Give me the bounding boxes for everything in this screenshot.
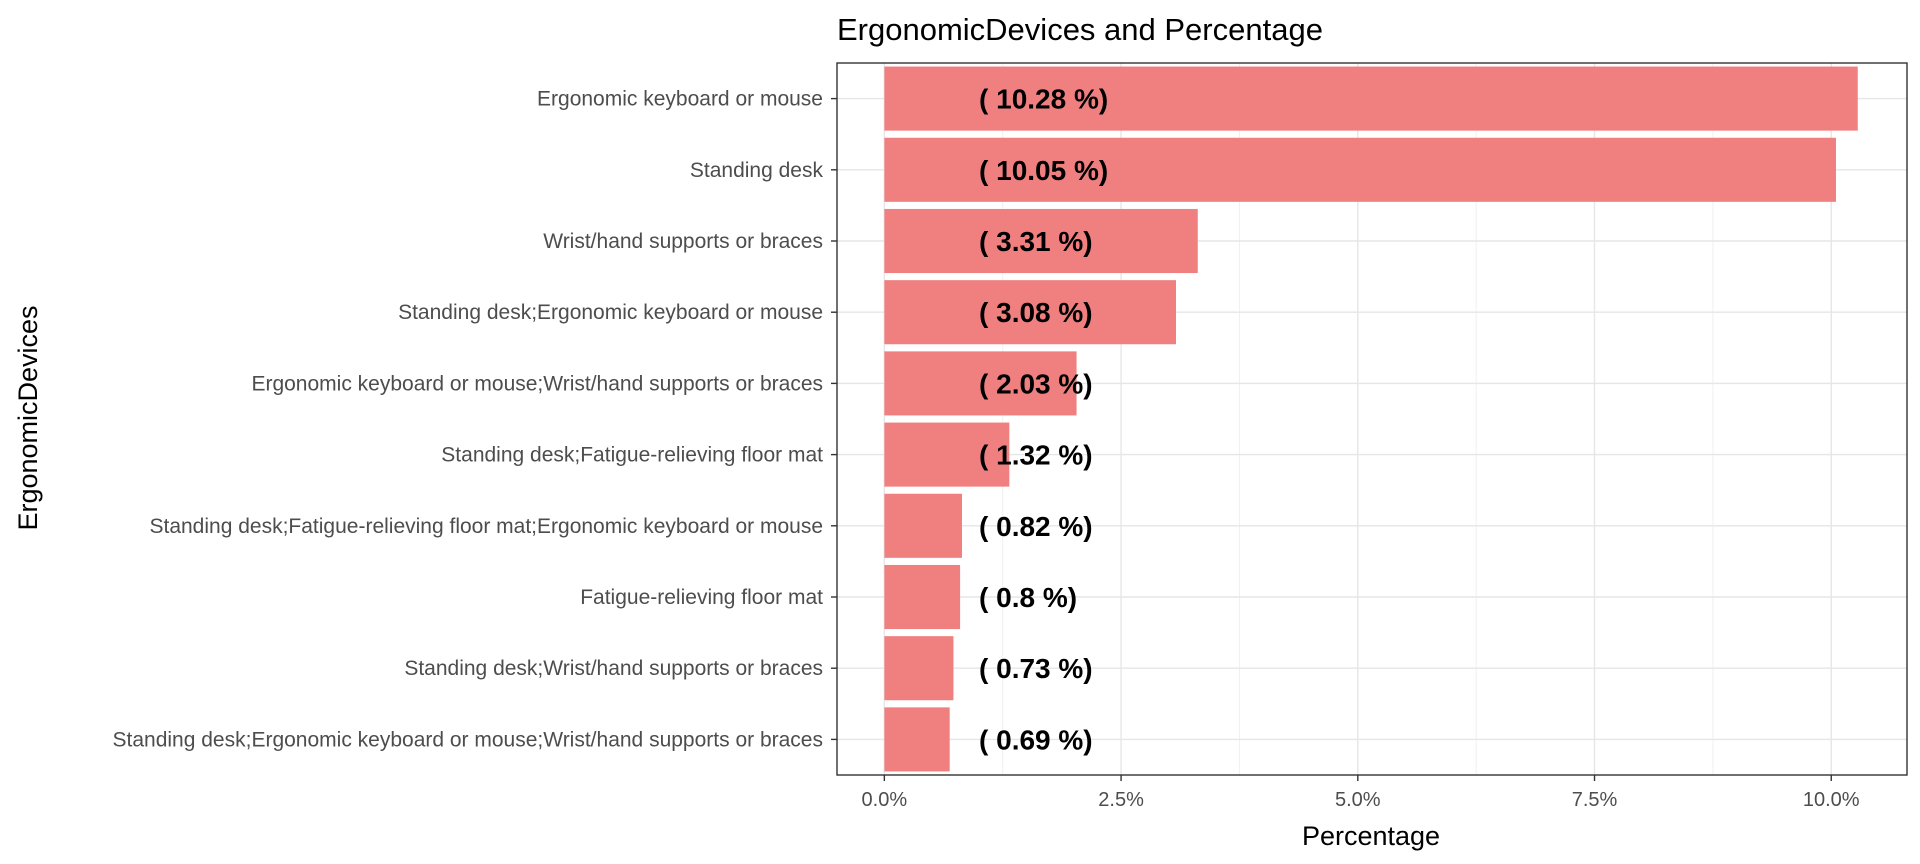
y-tick-label: Fatigue-relieving floor mat xyxy=(580,586,823,609)
bar xyxy=(884,564,961,630)
data-label: ( 2.03 %) xyxy=(979,368,1093,399)
y-axis-title: ErgonomicDevices xyxy=(13,305,43,530)
bar xyxy=(884,636,954,701)
x-axis-title: Percentage xyxy=(1302,821,1440,851)
bar xyxy=(884,66,1858,131)
x-tick-label: 0.0% xyxy=(862,789,908,811)
data-label: ( 3.31 %) xyxy=(979,226,1093,257)
data-label: ( 0.82 %) xyxy=(979,511,1093,542)
x-tick-label: 2.5% xyxy=(1098,789,1144,811)
y-tick-label: Standing desk;Ergonomic keyboard or mous… xyxy=(398,301,823,324)
plot-panel-border xyxy=(836,62,1908,776)
data-label: ( 0.69 %) xyxy=(979,724,1093,755)
x-tick-label: 7.5% xyxy=(1572,789,1618,811)
data-label: ( 10.28 %) xyxy=(979,84,1108,115)
y-tick-label: Ergonomic keyboard or mouse xyxy=(537,88,823,111)
y-tick-label: Standing desk;Fatigue-relieving floor ma… xyxy=(149,515,823,538)
chart-title: ErgonomicDevices and Percentage xyxy=(837,12,1323,47)
bar xyxy=(884,351,1077,416)
y-tick-label: Standing desk;Fatigue-relieving floor ma… xyxy=(441,444,823,467)
data-label: ( 3.08 %) xyxy=(979,297,1093,328)
data-label: ( 0.73 %) xyxy=(979,653,1093,684)
x-axis: 0.0% 2.5% 5.0% 7.5% 10.0% xyxy=(862,775,1860,811)
data-label: ( 0.8 %) xyxy=(979,582,1077,613)
bar xyxy=(884,493,962,558)
y-tick-label: Standing desk;Wrist/hand supports or bra… xyxy=(404,657,823,680)
bar xyxy=(884,422,1010,487)
y-tick-label: Standing desk xyxy=(690,159,824,182)
y-tick-label: Wrist/hand supports or braces xyxy=(543,230,823,253)
bar xyxy=(884,280,1176,345)
y-tick-label: Ergonomic keyboard or mouse;Wrist/hand s… xyxy=(251,372,823,395)
bar xyxy=(884,137,1836,202)
x-tick-label: 10.0% xyxy=(1803,789,1860,811)
bar xyxy=(884,208,1198,274)
x-tick-label: 5.0% xyxy=(1335,789,1381,811)
data-labels-layer: ( 10.28 %) ( 10.05 %) ( 3.31 %) ( 3.08 %) ( … xyxy=(979,84,1108,756)
bars-layer xyxy=(884,66,1858,772)
data-label: ( 1.32 %) xyxy=(979,440,1093,471)
y-axis: Ergonomic keyboard or mouse Standing desk… xyxy=(113,88,837,751)
bar xyxy=(884,707,950,772)
data-label: ( 10.05 %) xyxy=(979,155,1108,186)
y-tick-label: Standing desk;Ergonomic keyboard or mous… xyxy=(113,728,823,751)
